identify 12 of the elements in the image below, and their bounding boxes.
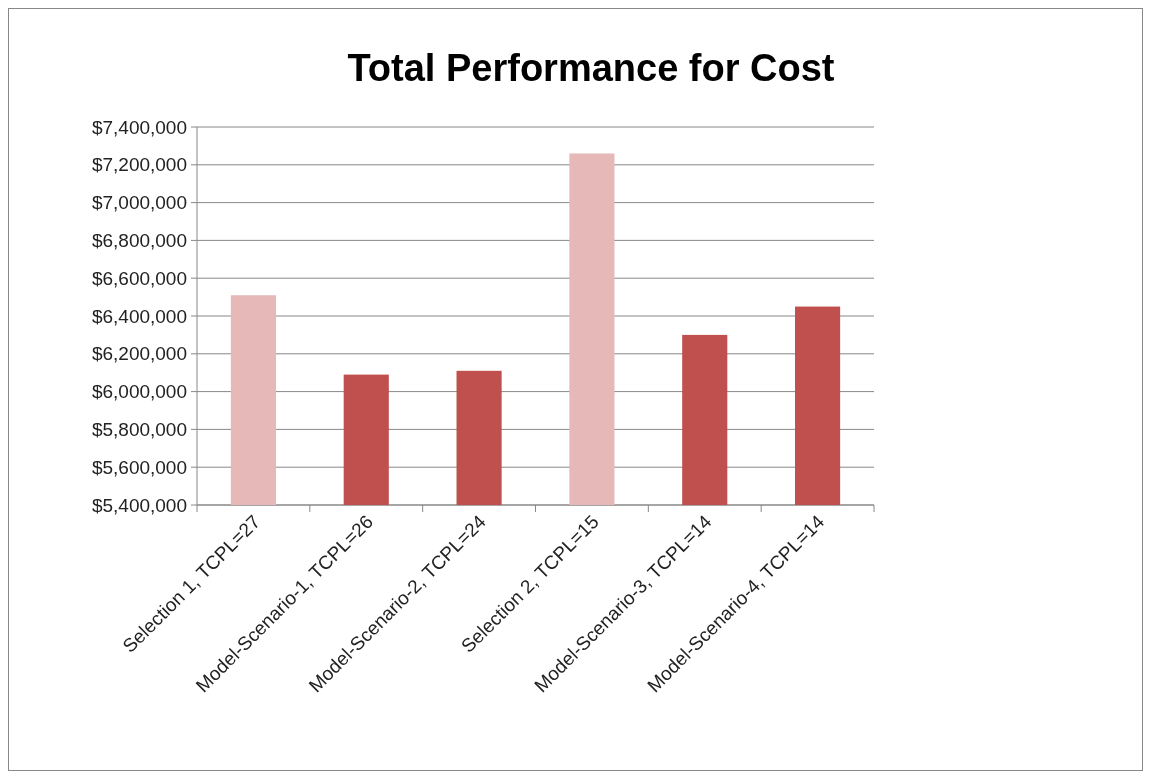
y-tick-label: $5,800,000 (91, 419, 187, 441)
chart-title: Total Performance for Cost (347, 47, 835, 89)
y-tick-label: $6,200,000 (91, 343, 187, 365)
y-tick-label: $7,000,000 (91, 192, 187, 214)
y-tick-label: $7,200,000 (91, 154, 187, 176)
y-tick-label: $6,800,000 (91, 230, 187, 252)
y-tick-label: $6,000,000 (91, 381, 187, 403)
y-tick-label: $5,600,000 (91, 456, 187, 478)
y-tick-label: $6,600,000 (91, 267, 187, 289)
y-tick-label: $5,400,000 (91, 494, 187, 516)
y-tick-label: $6,400,000 (91, 305, 187, 327)
y-tick-label: $7,400,000 (91, 116, 187, 138)
